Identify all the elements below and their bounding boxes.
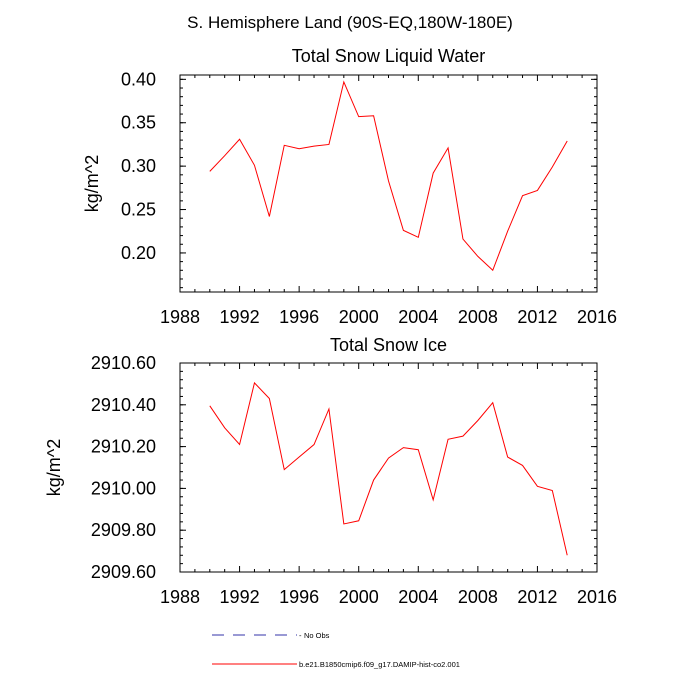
y-tick-label: 0.20 <box>121 243 156 263</box>
y-tick-label: 0.25 <box>121 200 156 220</box>
legend-obs-dash: - <box>299 631 302 640</box>
plot-frame <box>179 74 598 293</box>
y-tick-label: 2910.00 <box>91 478 156 498</box>
y-tick-label: 0.40 <box>121 69 156 89</box>
x-tick-label: 1988 <box>160 587 200 607</box>
x-tick-label: 2012 <box>517 587 557 607</box>
x-tick-label: 2008 <box>458 307 498 327</box>
y-axis-label: kg/m^2 <box>82 155 102 212</box>
y-tick-label: 0.35 <box>121 113 156 133</box>
y-tick-label: 2910.20 <box>91 437 156 457</box>
legend-series-label: b.e21.B1850cmip6.f09_g17.DAMIP-hist-co2.… <box>299 660 460 669</box>
series-line <box>209 80 568 272</box>
x-tick-label: 1988 <box>160 307 200 327</box>
plot-frame <box>179 362 598 573</box>
x-tick-label: 1992 <box>220 587 260 607</box>
panel-title: Total Snow Ice <box>330 335 447 355</box>
y-tick-label: 2910.40 <box>91 395 156 415</box>
x-tick-label: 2004 <box>398 307 438 327</box>
x-tick-label: 2000 <box>339 307 379 327</box>
panel-title: Total Snow Liquid Water <box>292 46 485 66</box>
panel-snow-liquid-water: Total Snow Liquid Water kg/m^2 1988 1992 199… <box>82 46 617 327</box>
panel-snow-ice: Total Snow Ice kg/m^2 1988 1992 1996 2000 2004… <box>44 335 617 607</box>
x-tick-label: 2012 <box>517 307 557 327</box>
y-tick-label: 2910.60 <box>91 353 156 373</box>
x-tick-label: 1996 <box>279 307 319 327</box>
y-tick-label: 2909.60 <box>91 562 156 582</box>
x-tick-label: 2016 <box>577 587 617 607</box>
y-tick-label: 0.30 <box>121 156 156 176</box>
x-tick-label: 2000 <box>339 587 379 607</box>
x-tick-label: 2004 <box>398 587 438 607</box>
x-tick-label: 1996 <box>279 587 319 607</box>
legend: - No Obs b.e21.B1850cmip6.f09_g17.DAMIP-… <box>212 631 460 669</box>
y-axis-label: kg/m^2 <box>44 439 64 496</box>
x-tick-label: 2016 <box>577 307 617 327</box>
figure-title: S. Hemisphere Land (90S-EQ,180W-180E) <box>187 13 513 32</box>
x-tick-label: 2008 <box>458 587 498 607</box>
series-line <box>209 381 568 556</box>
legend-obs-label: No Obs <box>304 631 330 640</box>
x-tick-label: 1992 <box>220 307 260 327</box>
y-tick-label: 2909.80 <box>91 520 156 540</box>
